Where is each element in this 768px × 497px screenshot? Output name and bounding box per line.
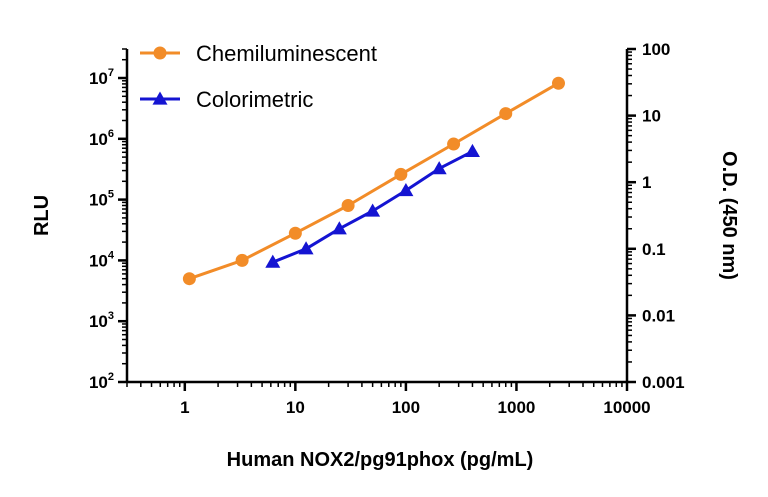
data-point xyxy=(431,161,447,175)
y-tick-label: 107 xyxy=(89,67,114,88)
y2-tick-label: 0.001 xyxy=(642,373,685,392)
data-point xyxy=(398,183,414,197)
major-ticks: 1 10 100 1000 10000 102 103 104 105 106 107 0.001 0.… xyxy=(89,40,685,417)
legend-swatch-marker xyxy=(152,91,168,105)
y-tick-label: 104 xyxy=(89,249,115,270)
data-point xyxy=(235,253,249,267)
x-tick-label: 1000 xyxy=(498,398,536,417)
series-colorimetric xyxy=(265,143,480,268)
y-tick-label: 102 xyxy=(89,371,114,392)
legend-label: Colorimetric xyxy=(196,87,313,112)
x-tick-label: 10 xyxy=(286,398,305,417)
data-point xyxy=(288,226,302,240)
series-line xyxy=(188,81,560,281)
data-point xyxy=(298,241,314,255)
x-tick-label: 1 xyxy=(180,398,189,417)
data-point xyxy=(464,143,480,158)
data-point xyxy=(499,107,513,121)
axes xyxy=(125,49,629,384)
data-point xyxy=(265,254,281,268)
x-axis-title: Human NOX2/pg91phox (pg/mL) xyxy=(227,449,534,471)
y2-tick-label: 1 xyxy=(642,173,651,192)
y-tick-label: 103 xyxy=(89,310,114,331)
legend-label: Chemiluminescent xyxy=(196,41,377,66)
y-tick-label: 105 xyxy=(89,189,114,210)
data-point xyxy=(182,272,196,286)
y2-tick-label: 100 xyxy=(642,40,670,59)
data-series xyxy=(182,76,565,286)
legend-swatch-marker xyxy=(153,46,167,60)
y2-tick-label: 0.1 xyxy=(642,240,666,259)
y-axis-title: RLU xyxy=(31,195,53,236)
data-point xyxy=(447,137,461,151)
data-point xyxy=(365,203,381,217)
x-tick-label: 100 xyxy=(392,398,420,417)
legend: Chemiluminescent Colorimetric xyxy=(140,41,377,112)
y2-tick-label: 0.01 xyxy=(642,306,675,325)
y2-axis-title: O.D. (450 nm) xyxy=(718,151,740,280)
x-tick-label: 10000 xyxy=(603,398,650,417)
data-point xyxy=(394,167,408,181)
y-tick-label: 106 xyxy=(89,128,114,149)
y2-tick-label: 10 xyxy=(642,107,661,126)
data-point xyxy=(341,198,355,212)
data-point xyxy=(331,221,347,235)
legend-item: Colorimetric xyxy=(140,87,313,112)
series-chemiluminescent xyxy=(182,76,565,286)
data-point xyxy=(551,76,565,90)
legend-item: Chemiluminescent xyxy=(140,41,377,66)
